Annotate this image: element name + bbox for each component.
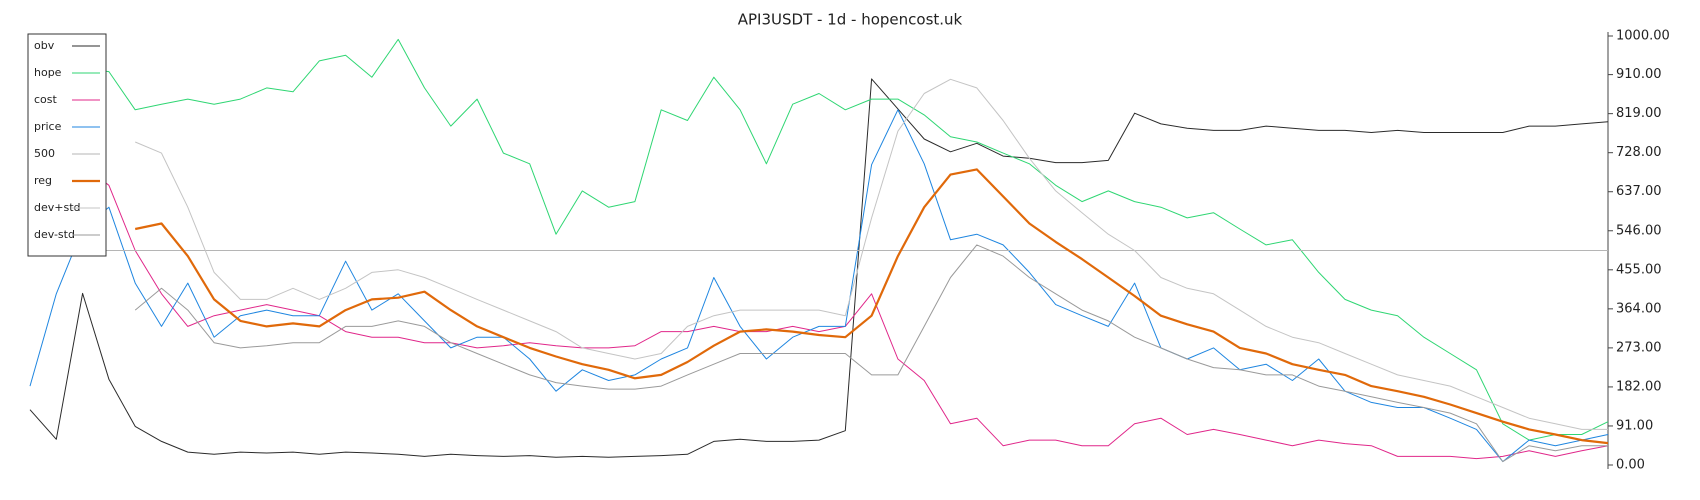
chart-title: API3USDT - 1d - hopencost.uk <box>738 11 963 29</box>
y-tick-label: 728.00 <box>1616 145 1662 160</box>
y-tick-label: 1000.00 <box>1616 29 1670 44</box>
legend-label: 500 <box>34 147 55 160</box>
legend-label: dev-std <box>34 228 75 241</box>
y-tick-label: 273.00 <box>1616 340 1662 355</box>
legend-label: hope <box>34 66 62 79</box>
y-tick-label: 819.00 <box>1616 106 1662 121</box>
y-tick-label: 455.00 <box>1616 262 1662 277</box>
legend: obv hope cost price 500 reg dev+std dev-std <box>27 33 107 257</box>
legend-label: obv <box>34 39 55 52</box>
series-line <box>134 168 1609 445</box>
y-tick-label: 182.00 <box>1616 379 1662 394</box>
legend-box <box>27 33 107 257</box>
y-tick-label: 637.00 <box>1616 184 1662 199</box>
legend-label: price <box>34 120 62 133</box>
series-line <box>134 244 1608 463</box>
y-tick-label: 0.00 <box>1616 458 1645 473</box>
y-tick-label: 91.00 <box>1616 418 1653 433</box>
series-line <box>30 38 1609 441</box>
legend-label: reg <box>34 174 52 187</box>
series-line <box>29 78 1609 458</box>
y-tick-label: 546.00 <box>1616 223 1662 238</box>
legend-label: cost <box>34 93 58 106</box>
y-tick-label: 364.00 <box>1616 301 1662 316</box>
series-line <box>29 109 1609 463</box>
legend-label: dev+std <box>34 201 81 214</box>
y-tick-label: 910.00 <box>1616 67 1662 82</box>
series-line <box>135 78 1608 430</box>
